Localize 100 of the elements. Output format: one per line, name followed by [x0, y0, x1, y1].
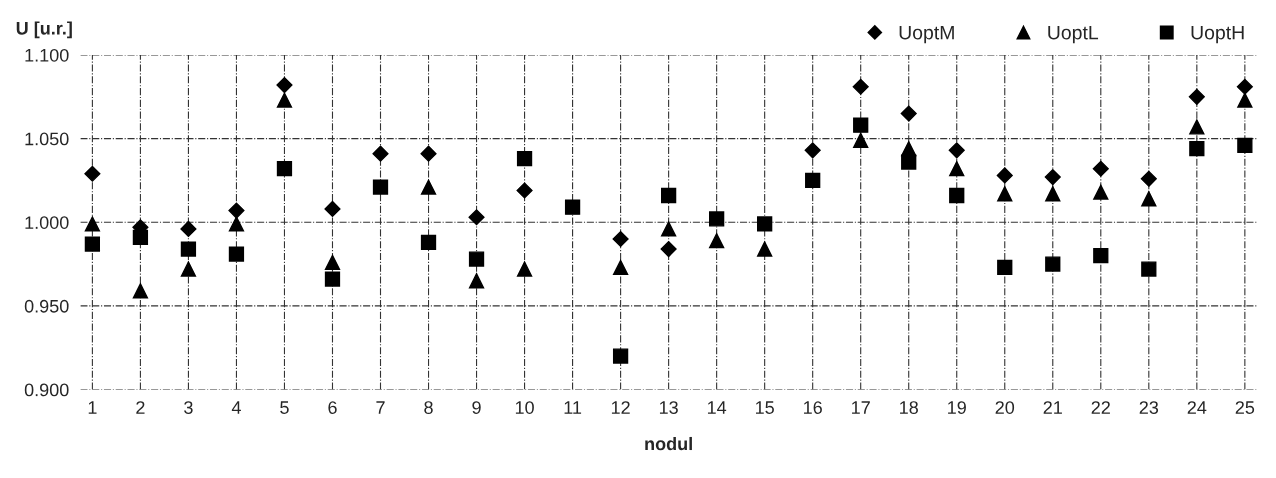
- y-tick-label: 1.000: [25, 216, 69, 229]
- point: [228, 216, 245, 232]
- x-axis-title: nodul: [645, 436, 692, 451]
- point: [612, 259, 629, 276]
- point: [1044, 169, 1061, 186]
- point: [757, 216, 773, 232]
- x-tick-label: 15: [756, 401, 774, 414]
- point: [1189, 119, 1205, 135]
- point: [180, 220, 197, 238]
- point: [996, 167, 1013, 184]
- point: [180, 261, 197, 277]
- point: [276, 92, 293, 108]
- point: [660, 187, 677, 204]
- y-axis-title: U [u.r.]: [16, 21, 72, 39]
- point: [804, 142, 821, 159]
- x-tick-label: 13: [659, 401, 678, 414]
- point: [997, 186, 1013, 202]
- x-tick-label: 9: [472, 401, 481, 414]
- x-tick-label: 5: [280, 401, 289, 414]
- point: [420, 145, 437, 162]
- x-tick-label: 14: [707, 401, 727, 414]
- x-tick-label: 24: [1187, 401, 1207, 414]
- point: [468, 273, 485, 289]
- point: [1045, 256, 1061, 272]
- point: [84, 165, 101, 182]
- point: [1093, 248, 1109, 264]
- legend-label: UoptL: [1048, 25, 1099, 44]
- point: [948, 142, 965, 159]
- point: [1237, 92, 1253, 108]
- x-tick-label: 1: [88, 401, 97, 414]
- point: [852, 78, 869, 95]
- point: [276, 161, 293, 177]
- point: [420, 234, 437, 250]
- point: [1140, 170, 1157, 187]
- x-tick-label: 22: [1091, 401, 1110, 414]
- x-tick-label: 12: [611, 401, 630, 414]
- point: [997, 259, 1013, 276]
- point: [516, 261, 533, 277]
- point: [372, 145, 389, 162]
- x-tick-label: 23: [1139, 401, 1159, 414]
- point: [901, 154, 917, 170]
- x-tick-label: 4: [231, 401, 241, 414]
- legend-label: UoptH: [1191, 25, 1244, 44]
- x-tick-label: 8: [424, 401, 433, 414]
- point: [1141, 191, 1157, 207]
- point: [1141, 261, 1157, 277]
- x-tick-label: 19: [948, 401, 966, 414]
- point: [1236, 78, 1253, 95]
- point: [1092, 160, 1109, 177]
- point: [853, 117, 869, 133]
- x-tick-label: 6: [328, 401, 337, 414]
- point: [612, 230, 629, 248]
- x-tick-label: 25: [1235, 401, 1255, 414]
- point: [1188, 88, 1205, 105]
- point: [660, 240, 677, 258]
- point: [468, 209, 485, 226]
- point: [84, 216, 101, 232]
- point: [228, 246, 245, 262]
- point: [612, 348, 629, 364]
- point: [949, 161, 965, 177]
- y-tick-label: 1.100: [25, 48, 69, 62]
- y-tick-label: 1.050: [25, 132, 69, 146]
- x-tick-label: 3: [184, 401, 193, 414]
- point: [324, 254, 341, 271]
- y-tick-label: 0.950: [24, 299, 69, 313]
- x-tick-label: 11: [564, 401, 582, 414]
- x-tick-label: 2: [136, 401, 145, 414]
- point: [709, 211, 725, 227]
- point: [324, 271, 341, 287]
- point: [1189, 141, 1205, 157]
- x-tick-label: 7: [376, 401, 385, 414]
- point: [709, 233, 725, 249]
- point: [372, 179, 389, 195]
- point: [1045, 186, 1061, 202]
- point: [853, 132, 869, 148]
- point: [324, 200, 341, 217]
- point: [516, 151, 533, 167]
- legend-label: UoptM: [899, 25, 954, 44]
- point: [84, 236, 101, 252]
- x-tick-label: 18: [900, 401, 918, 414]
- point: [900, 105, 917, 122]
- x-tick-label: 21: [1043, 401, 1062, 414]
- point: [1093, 184, 1109, 200]
- point: [805, 172, 821, 189]
- point: [180, 241, 197, 257]
- x-tick-label: 20: [995, 401, 1015, 414]
- x-tick-label: 17: [852, 401, 870, 414]
- point: [949, 187, 965, 204]
- point: [276, 77, 293, 94]
- point: [516, 182, 533, 199]
- point: [1237, 137, 1253, 153]
- x-tick-label: 10: [515, 401, 534, 414]
- point: [132, 229, 149, 245]
- point: [132, 283, 149, 299]
- point: [757, 241, 773, 257]
- point: [564, 199, 581, 215]
- y-tick-label: 0.900: [24, 383, 69, 397]
- point: [228, 202, 245, 219]
- point: [468, 251, 485, 267]
- point: [660, 221, 677, 237]
